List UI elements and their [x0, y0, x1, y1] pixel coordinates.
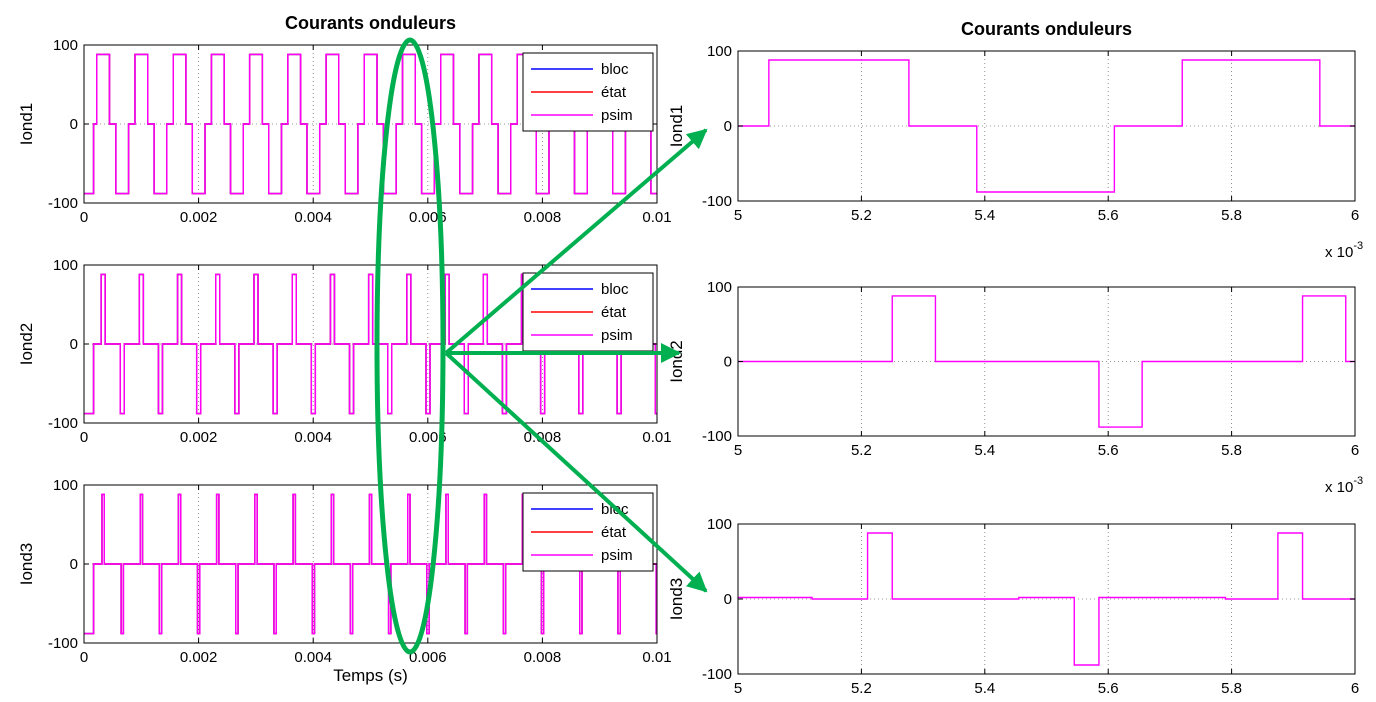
legend: bloc état psim — [522, 52, 654, 132]
y-tick-label: 0 — [70, 556, 78, 573]
x-tick-label: 0.002 — [180, 649, 218, 666]
x-tick-label: 0.008 — [524, 209, 562, 226]
y-axis-label: Iond1 — [17, 103, 36, 146]
x-tick-label: 0.01 — [642, 209, 671, 226]
x-tick-label: 5.2 — [851, 442, 872, 459]
x-tick-label: 0.002 — [180, 209, 218, 226]
x-tick-label: 6 — [1351, 442, 1359, 459]
chart-panel-4: 5 5.2 5.4 5.6 5.8 6 -100 0 100 Iond1 Courants ondu… — [667, 19, 1363, 261]
x-tick-label: 5.8 — [1221, 680, 1242, 697]
x-tick-label: 6 — [1351, 207, 1359, 224]
chart-panel-1: 0 0.002 0.004 0.006 0.008 0.01-1000100Iond1Co… — [17, 13, 672, 226]
y-tick-label: 0 — [724, 591, 732, 608]
legend-label: état — [601, 84, 627, 101]
y-tick-label: 100 — [53, 257, 78, 274]
x-tick-label: 5 — [734, 680, 742, 697]
y-tick-label: 100 — [707, 43, 732, 60]
chart-title: Courants onduleurs — [285, 13, 456, 33]
x-tick-label: 5.2 — [851, 680, 872, 697]
annotation-arrow-1 — [444, 128, 708, 355]
x-axis-multiplier: x 10-3 — [1325, 475, 1363, 496]
series-line-psim — [738, 295, 1355, 428]
highlight-ellipse — [374, 37, 446, 655]
y-tick-label: 0 — [70, 116, 78, 133]
y-axis-label: Iond2 — [667, 340, 686, 383]
y-axis-label: Iond3 — [667, 578, 686, 621]
x-tick-label: 0.01 — [642, 649, 671, 666]
chart-panel-2: 0 0.002 0.004 0.006 0.008 0.01-1000100Iond2bl… — [17, 257, 672, 446]
x-tick-label: 0.004 — [294, 649, 332, 666]
y-tick-label: 100 — [53, 477, 78, 494]
x-tick-label: 6 — [1351, 680, 1359, 697]
x-tick-label: 5.4 — [974, 680, 995, 697]
y-axis-label: Iond2 — [17, 323, 36, 366]
series-line-psim — [738, 59, 1355, 193]
chart-title: Courants onduleurs — [961, 19, 1132, 39]
y-tick-label: 100 — [707, 279, 732, 296]
x-tick-label: 0.006 — [409, 209, 447, 226]
y-tick-label: 0 — [724, 118, 732, 135]
y-tick-label: -100 — [702, 193, 732, 210]
x-tick-label: 0.008 — [524, 649, 562, 666]
y-tick-label: -100 — [48, 195, 78, 212]
x-tick-label: 5.6 — [1098, 680, 1119, 697]
y-tick-label: -100 — [702, 428, 732, 445]
x-tick-label: 0 — [80, 429, 88, 446]
x-tick-label: 5.2 — [851, 207, 872, 224]
legend-label: état — [601, 524, 627, 541]
x-axis-multiplier: x 10-3 — [1325, 240, 1363, 261]
y-tick-label: 100 — [53, 37, 78, 54]
x-tick-label: 5 — [734, 207, 742, 224]
series-line-psim — [738, 532, 1355, 666]
y-tick-label: -100 — [48, 415, 78, 432]
legend-label: psim — [601, 107, 633, 124]
y-tick-label: -100 — [48, 635, 78, 652]
x-tick-label: 0 — [80, 649, 88, 666]
annotation-group — [374, 37, 708, 655]
chart-panel-6: 5 5.2 5.4 5.6 5.8 6 -100 0 100 Iond3 — [667, 516, 1359, 697]
x-tick-label: 5.6 — [1098, 207, 1119, 224]
x-tick-label: 0.004 — [294, 429, 332, 446]
y-axis-label: Iond3 — [17, 543, 36, 586]
legend-label: bloc — [601, 281, 629, 298]
x-tick-label: 5 — [734, 442, 742, 459]
legend-label: psim — [601, 327, 633, 344]
annotation-arrow-3 — [444, 351, 708, 593]
x-tick-label: 0.002 — [180, 429, 218, 446]
x-tick-label: 0.01 — [642, 429, 671, 446]
y-tick-label: 100 — [707, 516, 732, 533]
x-tick-label: 5.6 — [1098, 442, 1119, 459]
legend-label: état — [601, 304, 627, 321]
legend: bloc état psim — [522, 272, 654, 352]
y-tick-label: 0 — [70, 336, 78, 353]
legend-label: psim — [601, 547, 633, 564]
y-axis-label: Iond1 — [667, 105, 686, 148]
y-tick-label: 0 — [724, 354, 732, 371]
x-tick-label: 5.8 — [1221, 442, 1242, 459]
x-axis-label: Temps (s) — [333, 666, 408, 685]
y-tick-label: -100 — [702, 666, 732, 683]
x-tick-label: 0.006 — [409, 649, 447, 666]
legend-label: bloc — [601, 61, 629, 78]
chart-panel-5: 5 5.2 5.4 5.6 5.8 6 -100 0 100 Iond2 x 10-3 — [667, 279, 1363, 496]
x-tick-label: 5.4 — [974, 442, 995, 459]
x-tick-label: 0.006 — [409, 429, 447, 446]
x-tick-label: 5.8 — [1221, 207, 1242, 224]
x-tick-label: 5.4 — [974, 207, 995, 224]
chart-panel-3: 0 0.002 0.004 0.006 0.008 0.01-1000100Iond3Te… — [17, 477, 672, 685]
x-tick-label: 0.004 — [294, 209, 332, 226]
x-tick-label: 0 — [80, 209, 88, 226]
